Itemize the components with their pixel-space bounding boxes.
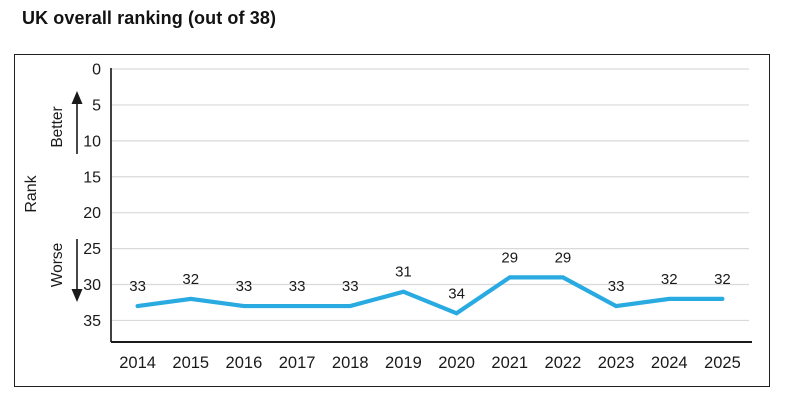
worse-label: Worse <box>49 243 66 288</box>
data-point-label: 32 <box>661 271 678 288</box>
x-tick-label: 2022 <box>545 354 582 372</box>
better-label: Better <box>49 106 66 147</box>
y-tick-label: 10 <box>83 133 101 150</box>
data-point-label: 33 <box>608 278 625 295</box>
chart-title: UK overall ranking (out of 38) <box>22 8 277 28</box>
y-tick-label: 25 <box>83 241 101 258</box>
worse-arrow-head <box>71 289 83 302</box>
data-point-label: 32 <box>714 271 731 288</box>
data-point-label: 33 <box>236 278 253 295</box>
y-tick-label: 30 <box>83 277 101 294</box>
data-point-label: 33 <box>342 278 359 295</box>
x-tick-label: 2020 <box>438 354 475 372</box>
data-point-label: 34 <box>448 285 465 302</box>
better-arrow-head <box>71 91 83 104</box>
y-tick-label: 20 <box>83 205 101 222</box>
x-tick-label: 2017 <box>279 354 316 372</box>
y-axis-title: Rank <box>23 174 40 212</box>
x-tick-label: 2018 <box>332 354 369 372</box>
y-tick-label: 0 <box>92 62 101 79</box>
x-tick-label: 2024 <box>651 354 688 372</box>
x-tick-label: 2023 <box>598 354 635 372</box>
y-tick-label: 35 <box>83 313 101 330</box>
y-tick-label: 15 <box>83 169 101 186</box>
data-point-label: 29 <box>555 249 572 266</box>
chart-frame: 0 5 10 15 20 25 30 35 2014 2015 2016 2017 2018 2019 20… <box>14 54 770 387</box>
y-tick-label: 5 <box>92 97 101 114</box>
x-tick-label: 2025 <box>704 354 741 372</box>
x-tick-label: 2019 <box>385 354 422 372</box>
x-tick-label: 2014 <box>119 354 156 372</box>
x-tick-label: 2015 <box>172 354 209 372</box>
data-point-label: 32 <box>182 271 199 288</box>
series-line <box>135 275 725 316</box>
x-tick-label: 2016 <box>226 354 263 372</box>
data-point-label: 33 <box>129 278 146 295</box>
x-tick-label: 2021 <box>491 354 528 372</box>
data-point-label: 31 <box>395 264 412 281</box>
data-point-label: 33 <box>289 278 306 295</box>
data-point-label: 29 <box>501 249 518 266</box>
